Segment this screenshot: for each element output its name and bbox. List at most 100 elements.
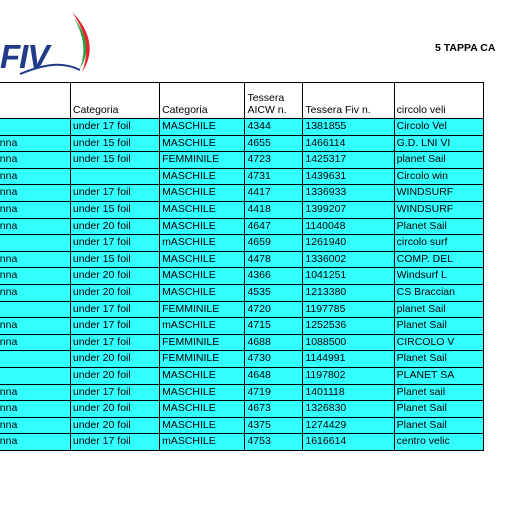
- aicw-card-cell: 4753: [244, 433, 304, 451]
- club-cell: centro velic: [393, 433, 485, 451]
- club-cell: Planet sail: [393, 383, 485, 402]
- age-category-cell: 15 pinna: [0, 134, 71, 153]
- table-row: 15 pinnaunder 15 foilMASCHILE44181399207…: [0, 200, 485, 219]
- fiv-card-cell: 1466114: [302, 134, 395, 153]
- age-category-cell: [0, 366, 71, 385]
- aicw-card-cell: 4720: [244, 300, 304, 319]
- gender-cell: FEMMINILE: [159, 300, 246, 319]
- club-cell: Planet Sail: [393, 350, 485, 368]
- club-cell: planet Sail: [393, 300, 485, 319]
- table-row: 17 pinnaunder 17 foilFEMMINILE4688108850…: [0, 333, 485, 352]
- table-row: 20 pinnaunder 20 foilMASCHILE43661041251…: [0, 267, 485, 285]
- age-category-cell: 17 pinna: [0, 184, 71, 202]
- fiv-card-cell: 1336002: [302, 250, 395, 269]
- gender-cell: MASCHILE: [159, 366, 246, 385]
- age-category-cell: 15 pinna: [0, 151, 71, 169]
- fiv-card-cell: 1041251: [302, 267, 395, 285]
- age-category-cell: [0, 234, 71, 252]
- age-category-cell: 17 pinna: [0, 333, 71, 352]
- gender-cell: MASCHILE: [159, 167, 246, 186]
- club-cell: G.D. LNI VI: [393, 134, 485, 153]
- foil-category-cell: under 17 foil: [69, 333, 161, 352]
- foil-category-cell: under 20 foil: [69, 350, 161, 368]
- club-cell: circolo surf: [393, 234, 485, 252]
- aicw-card-cell: 4417: [244, 184, 304, 202]
- fiv-card-cell: 1401118: [302, 383, 395, 402]
- fiv-card-cell: 1261940: [302, 234, 395, 252]
- column-header: Tessera Fiv n.: [302, 82, 395, 119]
- foil-category-cell: under 17 foil: [69, 300, 161, 319]
- foil-category-cell: under 17 foil: [69, 118, 161, 136]
- gender-cell: MASCHILE: [159, 217, 246, 236]
- table-row: under 20 foil MASCHILE 4648 1197802 PLANET S…: [0, 366, 485, 385]
- aicw-card-cell: 4688: [244, 333, 304, 352]
- table-row: under 17 foil mASCHILE 4659 1261940 circolo …: [0, 234, 485, 252]
- foil-category-cell: under 20 foil: [69, 416, 161, 435]
- club-cell: WINDSURF: [393, 184, 485, 202]
- age-category-cell: 20 pinna: [0, 167, 71, 186]
- table-row: 15 pinnaunder 15 foilMASCHILE44781336002…: [0, 250, 485, 269]
- fiv-card-cell: 1616614: [302, 433, 395, 451]
- aicw-card-cell: 4344: [244, 118, 304, 136]
- aicw-card-cell: 4730: [244, 350, 304, 368]
- age-category-cell: [0, 300, 71, 319]
- age-category-cell: 20 pinna: [0, 217, 71, 236]
- aicw-card-cell: 4375: [244, 416, 304, 435]
- table-row: 17 pinnaunder 17 foilMASCHILE47191401118…: [0, 383, 485, 402]
- page-title: 5 TAPPA CA: [435, 42, 496, 54]
- table-row: 17 pinnaunder 17 foilMASCHILE44171336933…: [0, 184, 485, 202]
- club-cell: Planet Sail: [393, 217, 485, 236]
- gender-cell: MASCHILE: [159, 400, 246, 418]
- sail-swoosh-icon: [19, 12, 90, 75]
- fiv-card-cell: 1439631: [302, 167, 395, 186]
- gender-cell: MASCHILE: [159, 118, 246, 136]
- column-header: oria: [0, 82, 71, 119]
- gender-cell: mASCHILE: [159, 433, 246, 451]
- aicw-card-cell: 4478: [244, 250, 304, 269]
- fiv-card-cell: 1144991: [302, 350, 395, 368]
- table-row: 20 pinnaunder 20 foilMASCHILE46731326830…: [0, 400, 485, 418]
- gender-cell: mASCHILE: [159, 234, 246, 252]
- foil-category-cell: under 20 foil: [69, 217, 161, 236]
- aicw-card-cell: 4647: [244, 217, 304, 236]
- foil-category-cell: under 17 foil: [69, 383, 161, 402]
- age-category-cell: [0, 350, 71, 368]
- foil-category-cell: under 20 foil: [69, 400, 161, 418]
- age-category-cell: 17 pinna: [0, 433, 71, 451]
- age-category-cell: 20 pinna: [0, 267, 71, 285]
- fiv-card-cell: 1381855: [302, 118, 395, 136]
- fiv-card-cell: 1197802: [302, 366, 395, 385]
- foil-category-cell: under 20 foil: [69, 283, 161, 302]
- column-header: Categoria: [159, 82, 246, 119]
- club-cell: CS Braccian: [393, 283, 485, 302]
- gender-cell: FEMMINILE: [159, 151, 246, 169]
- aicw-card-cell: 4715: [244, 317, 304, 335]
- aicw-card-cell: 4648: [244, 366, 304, 385]
- age-category-cell: 20 pinna: [0, 283, 71, 302]
- aicw-card-cell: 4535: [244, 283, 304, 302]
- gender-cell: MASCHILE: [159, 184, 246, 202]
- club-cell: PLANET SA: [393, 366, 485, 385]
- fiv-card-cell: 1197785: [302, 300, 395, 319]
- gender-cell: MASCHILE: [159, 416, 246, 435]
- fiv-card-cell: 1140048: [302, 217, 395, 236]
- table-row: under 17 foil MASCHILE 4344 1381855 Circolo …: [0, 118, 485, 136]
- aicw-card-cell: 4723: [244, 151, 304, 169]
- gender-cell: MASCHILE: [159, 283, 246, 302]
- table-row: under 20 foil FEMMINILE 4730 1144991 Planet …: [0, 350, 485, 368]
- fiv-card-cell: 1252536: [302, 317, 395, 335]
- table-row: 20 pinnaunder 20 foilMASCHILE45351213380…: [0, 283, 485, 302]
- gender-cell: MASCHILE: [159, 200, 246, 219]
- table-row: 15 pinnaunder 15 foilMASCHILE46551466114…: [0, 134, 485, 153]
- club-cell: Circolo win: [393, 167, 485, 186]
- foil-category-cell: under 20 foil: [69, 267, 161, 285]
- club-cell: Planet Sail: [393, 400, 485, 418]
- foil-category-cell: under 15 foil: [69, 250, 161, 269]
- club-cell: Windsurf L: [393, 267, 485, 285]
- foil-category-cell: [69, 167, 161, 186]
- age-category-cell: 20 pinna: [0, 416, 71, 435]
- foil-category-cell: under 17 foil: [69, 184, 161, 202]
- aicw-card-cell: 4366: [244, 267, 304, 285]
